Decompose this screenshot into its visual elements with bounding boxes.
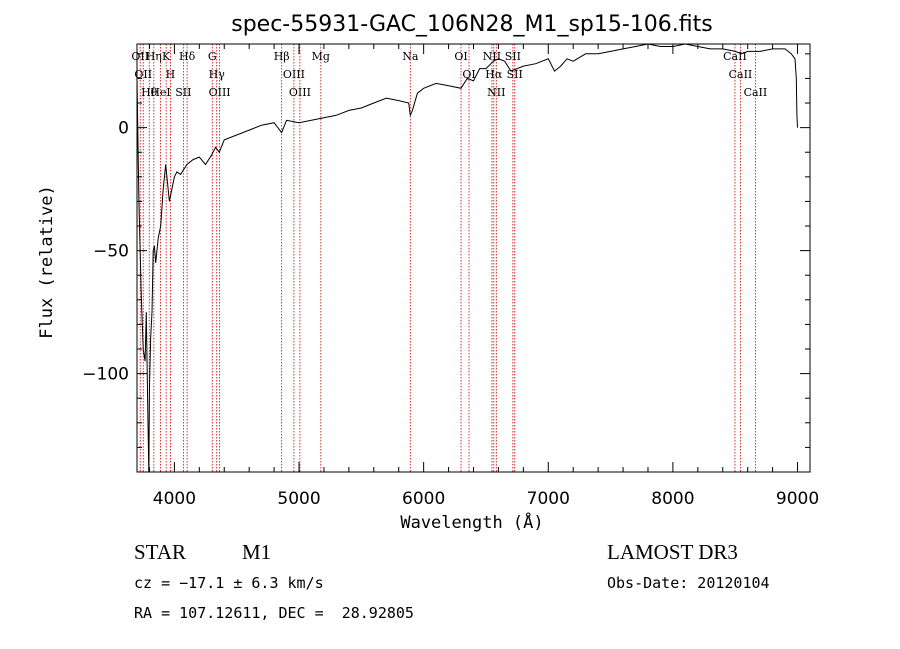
line-marker-label: OII <box>134 68 152 81</box>
x-tick-label: 8000 <box>651 489 694 509</box>
line-marker-label: Mg <box>312 50 330 63</box>
line-marker-label: Hγ <box>209 68 226 81</box>
x-tick-label: 6000 <box>402 489 445 509</box>
x-tick-label: 7000 <box>527 489 570 509</box>
line-marker-label: SII <box>505 50 521 63</box>
spectrum-line <box>136 43 798 473</box>
line-marker-label: Hβ <box>274 50 290 63</box>
line-marker-label: H <box>166 68 176 81</box>
line-marker-label: Hθ <box>141 86 158 99</box>
line-marker-label: NII <box>487 86 505 99</box>
line-marker-label: K <box>162 50 171 63</box>
line-marker-label: OI <box>454 50 467 63</box>
survey-name: LAMOST DR3 <box>607 540 738 564</box>
line-marker-label: OII <box>131 50 149 63</box>
chart-title: spec-55931-GAC_106N28_M1_sp15-106.fits <box>231 12 713 37</box>
line-marker-label: Hδ <box>179 50 196 63</box>
line-marker-label: Na <box>402 50 419 63</box>
line-marker-label: Hη <box>146 50 162 63</box>
x-tick-label: 9000 <box>776 489 819 509</box>
y-tick-label: 0 <box>118 119 129 139</box>
obs-date: Obs-Date: 20120104 <box>607 574 770 592</box>
line-marker-label: SII <box>175 86 191 99</box>
line-marker-label: NII <box>483 50 501 63</box>
line-marker-label: G <box>208 50 217 63</box>
line-marker-label: Hα <box>485 68 503 81</box>
line-marker-label: CaII <box>723 50 747 63</box>
subclass: M1 <box>242 540 272 564</box>
plot-frame <box>136 43 811 473</box>
x-tick-label: 4000 <box>153 489 196 509</box>
y-axis-label: Flux (relative) <box>37 185 57 339</box>
line-marker-label: OI <box>462 68 475 81</box>
x-axis-ticks: 4000 5000 6000 7000 8000 9000 <box>148 44 819 509</box>
y-axis-ticks: 0 −50 −100 <box>82 53 810 473</box>
spectrum-chart: spec-55931-GAC_106N28_M1_sp15-106.fits O… <box>37 12 819 533</box>
line-markers <box>139 44 756 472</box>
coordinates: RA = 107.12611, DEC = 28.92805 <box>134 604 414 622</box>
line-marker-label: HeI <box>150 86 170 99</box>
line-marker-label: OIII <box>289 86 311 99</box>
y-tick-label: −100 <box>82 365 129 385</box>
object-class: STAR <box>134 540 186 564</box>
line-marker-label: CaII <box>744 86 768 99</box>
line-marker-label: OIII <box>283 68 305 81</box>
x-axis-label: Wavelength (Å) <box>400 511 543 533</box>
cz-value: cz = −17.1 ± 6.3 km/s <box>134 574 324 592</box>
line-marker-label: CaII <box>729 68 753 81</box>
y-tick-label: −50 <box>93 242 129 262</box>
x-tick-label: 5000 <box>277 489 320 509</box>
line-marker-label: OIII <box>209 86 231 99</box>
line-marker-labels: OII OII Hθ Hη HeI KH SII Hδ G Hγ OIII Hβ OIII OIII Mg N… <box>131 50 767 99</box>
